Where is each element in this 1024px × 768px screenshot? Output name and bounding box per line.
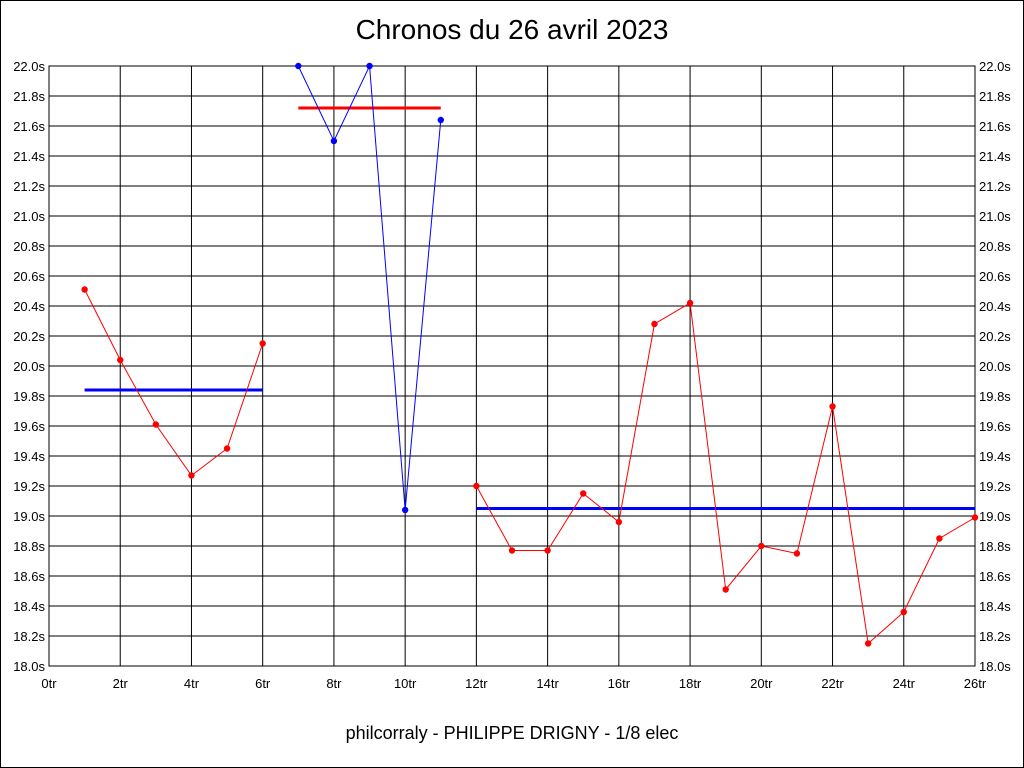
data-point <box>473 482 480 490</box>
y-tick-label-left: 18.0s <box>13 659 45 674</box>
x-tick-label: 0tr <box>41 676 57 691</box>
data-point <box>580 490 587 497</box>
data-point <box>366 62 373 70</box>
series-3 <box>473 299 979 647</box>
y-tick-label-right: 20.4s <box>979 299 1011 314</box>
y-tick-label-right: 21.8s <box>979 89 1011 104</box>
x-tick-label: 12tr <box>465 676 488 691</box>
y-tick-label-right: 20.6s <box>979 269 1011 284</box>
y-axis-left-labels: 18.0s 18.2s 18.4s 18.6s 18.8s 19.0s 19.2s 19.4s… <box>13 59 45 674</box>
y-tick-label-left: 20.0s <box>13 359 45 374</box>
data-point <box>722 586 729 593</box>
data-point <box>117 356 124 364</box>
grid-lines <box>48 65 976 667</box>
data-point <box>437 116 444 124</box>
x-tick-label: 2tr <box>113 676 129 691</box>
y-tick-label-right: 21.2s <box>979 179 1011 194</box>
x-tick-label: 10tr <box>394 676 417 691</box>
data-point <box>864 640 872 647</box>
y-tick-label-left: 21.8s <box>13 89 45 104</box>
y-tick-label-left: 19.8s <box>13 389 45 404</box>
x-tick-label: 16tr <box>608 676 631 691</box>
y-tick-label-left: 18.6s <box>13 569 45 584</box>
x-tick-label: 26tr <box>964 676 987 691</box>
y-tick-label-right: 21.0s <box>979 209 1011 224</box>
y-tick-label-right: 21.6s <box>979 119 1011 134</box>
y-tick-label-right: 20.8s <box>979 239 1011 254</box>
data-series <box>81 62 979 647</box>
data-point <box>223 445 231 452</box>
chart-title: Chronos du 26 avril 2023 <box>355 14 669 45</box>
series-2 <box>295 62 444 514</box>
data-point <box>295 62 302 70</box>
y-tick-label-left: 18.2s <box>13 629 45 644</box>
plot-border <box>48 65 976 667</box>
data-point <box>259 340 266 347</box>
x-tick-label: 8tr <box>326 676 342 691</box>
data-point <box>81 286 88 293</box>
y-tick-label-left: 19.4s <box>13 449 45 464</box>
y-tick-label-right: 20.2s <box>979 329 1011 344</box>
y-tick-label-left: 21.6s <box>13 119 45 134</box>
data-point <box>152 421 160 428</box>
x-tick-label: 6tr <box>255 676 271 691</box>
y-tick-label-right: 18.4s <box>979 599 1011 614</box>
x-tick-label: 4tr <box>184 676 200 691</box>
y-tick-label-left: 20.8s <box>13 239 45 254</box>
data-point <box>793 550 801 557</box>
y-tick-label-left: 18.8s <box>13 539 45 554</box>
y-tick-label-right: 22.0s <box>979 59 1011 74</box>
y-tick-label-right: 18.8s <box>979 539 1011 554</box>
y-tick-label-right: 18.6s <box>979 569 1011 584</box>
data-point <box>900 608 907 616</box>
y-tick-label-right: 19.4s <box>979 449 1011 464</box>
series-line-2 <box>297 64 442 511</box>
data-point <box>330 137 338 145</box>
chart-subtitle: philcorraly - PHILIPPE DRIGNY - 1/8 elec <box>345 723 679 743</box>
y-tick-label-left: 21.0s <box>13 209 45 224</box>
data-point <box>508 547 516 554</box>
data-point <box>758 542 765 550</box>
y-tick-label-right: 18.2s <box>979 629 1011 644</box>
x-tick-label: 24tr <box>893 676 916 691</box>
data-point <box>686 299 694 307</box>
y-tick-label-left: 19.6s <box>13 419 45 434</box>
y-tick-label-right: 19.0s <box>979 509 1011 524</box>
y-tick-label-right: 21.4s <box>979 149 1011 164</box>
y-tick-label-right: 19.2s <box>979 479 1011 494</box>
average-lines <box>84 106 975 510</box>
data-point <box>651 320 658 328</box>
y-tick-label-right: 18.0s <box>979 659 1011 674</box>
x-tick-label: 20tr <box>750 676 773 691</box>
data-point <box>615 518 623 526</box>
y-tick-label-left: 22.0s <box>13 59 45 74</box>
y-tick-label-left: 19.2s <box>13 479 45 494</box>
y-tick-label-left: 18.4s <box>13 599 45 614</box>
y-axis-right-labels: 18.0s 18.2s 18.4s 18.6s 18.8s 19.0s 19.2s 19.4s… <box>979 59 1011 674</box>
x-tick-label: 18tr <box>679 676 702 691</box>
data-point <box>829 403 836 410</box>
y-tick-label-left: 21.4s <box>13 149 45 164</box>
y-tick-label-right: 19.6s <box>979 419 1011 434</box>
y-tick-label-left: 21.2s <box>13 179 45 194</box>
y-tick-label-left: 19.0s <box>13 509 45 524</box>
data-point <box>971 514 979 521</box>
series-line-1 <box>84 289 264 477</box>
series-1 <box>81 286 266 479</box>
data-point <box>401 506 409 514</box>
data-point <box>936 535 943 542</box>
y-tick-label-right: 20.0s <box>979 359 1011 374</box>
x-axis-labels: 0tr 2tr 4tr 6tr 8tr 10tr 12tr 14tr 16tr 18tr 20tr 2… <box>41 676 986 691</box>
x-tick-label: 22tr <box>821 676 844 691</box>
y-tick-label-left: 20.4s <box>13 299 45 314</box>
x-tick-label: 14tr <box>536 676 559 691</box>
data-point <box>544 547 551 554</box>
y-tick-label-left: 20.6s <box>13 269 45 284</box>
y-tick-label-right: 19.8s <box>979 389 1011 404</box>
y-tick-label-left: 20.2s <box>13 329 45 344</box>
data-point <box>188 472 195 479</box>
